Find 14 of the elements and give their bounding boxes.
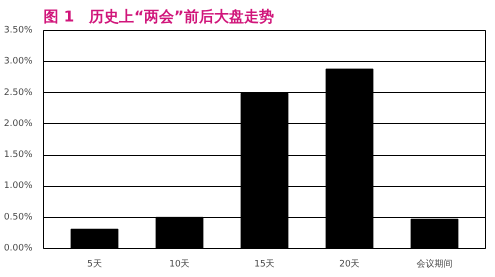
x-tick-label: 10天 [169,258,190,270]
y-tick-label: 0.00% [4,244,33,254]
y-tick-label: 2.00% [4,118,33,129]
y-tick-label: 1.00% [4,181,33,192]
x-tick-label: 会议期间 [416,258,452,270]
y-tick-label: 2.50% [4,88,33,98]
chart-title: 图 1 历史上“两会”前后大盘走势 [44,8,274,26]
y-tick-label: 3.50% [4,26,33,36]
y-tick-label: 1.50% [4,150,33,160]
x-tick-label: 15天 [254,258,275,270]
x-tick-label: 5天 [87,258,102,270]
y-tick-label: 0.50% [4,212,33,222]
y-tick-label: 3.00% [4,56,33,67]
x-tick-label: 20天 [339,258,360,270]
